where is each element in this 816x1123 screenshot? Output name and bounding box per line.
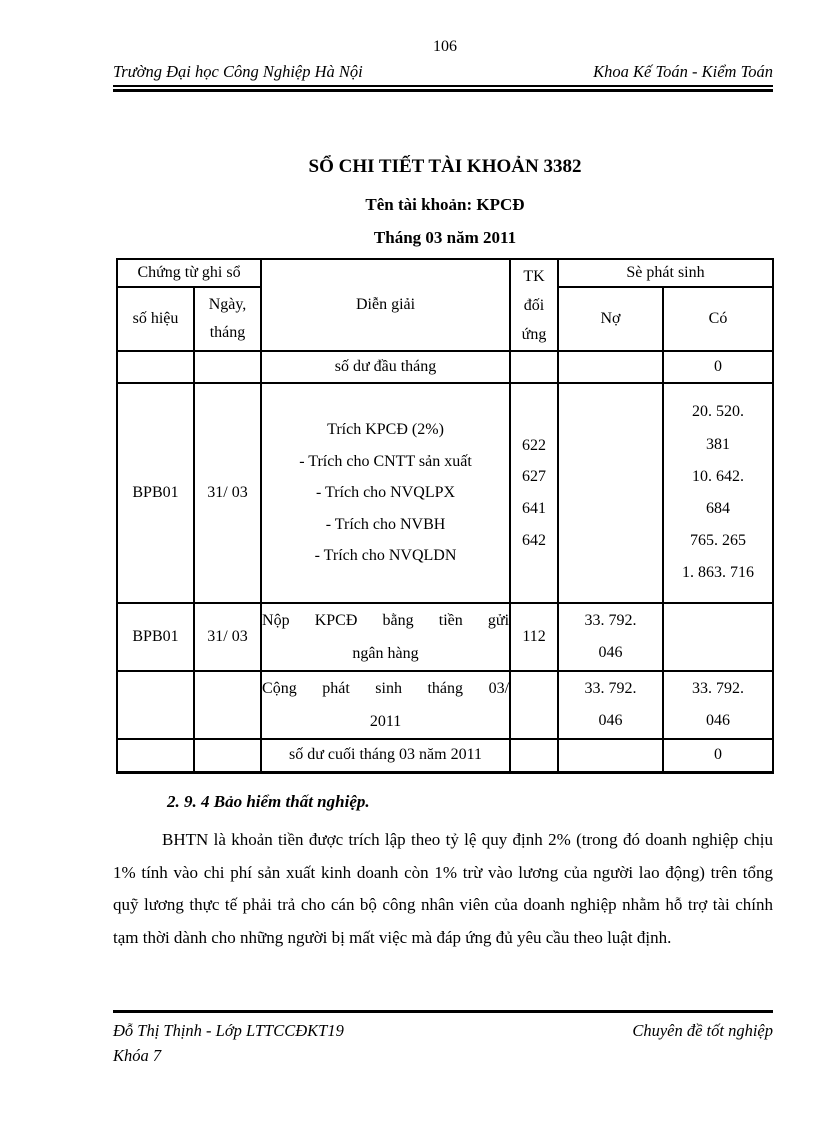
row-nop-kpcd: BPB01 31/ 03 Nộp KPCĐ bằng tiền gửi ngân… <box>116 602 775 672</box>
voucher-number: BPB01 <box>116 602 195 672</box>
total-description: Cộng phát sinh tháng 03/ 2011 <box>260 670 512 740</box>
nop-tk-account: 112 <box>509 602 560 672</box>
empty-cell <box>509 350 560 384</box>
empty-cell <box>192 738 263 773</box>
voucher-date: 31/ 03 <box>192 382 263 604</box>
row-opening-balance: số dư đầu tháng 0 <box>116 350 775 384</box>
empty-cell <box>116 350 195 384</box>
nop-description: Nộp KPCĐ bằng tiền gửi ngân hàng <box>260 602 512 672</box>
closing-co-amount: 0 <box>662 738 775 773</box>
empty-cell <box>557 350 665 384</box>
header-so-hieu: số hiệu <box>116 286 195 352</box>
title-block: SỔ CHI TIẾT TÀI KHOẢN 3382 Tên tài khoản… <box>117 155 773 250</box>
empty-cell <box>509 670 560 740</box>
trich-description: Trích KPCĐ (2%) - Trích cho CNTT sản xuấ… <box>260 382 512 604</box>
empty-cell <box>116 670 195 740</box>
empty-cell <box>116 738 195 773</box>
opening-desc: số dư đầu tháng <box>260 350 512 384</box>
header-rule <box>113 89 773 92</box>
closing-desc: số dư cuối tháng 03 năm 2011 <box>260 738 512 773</box>
page-number: 106 <box>433 38 457 55</box>
empty-cell <box>509 738 560 773</box>
header-ngay-thang: Ngày, tháng <box>192 286 263 352</box>
account-title: Tên tài khoản: KPCĐ <box>365 195 525 214</box>
empty-cell <box>192 670 263 740</box>
empty-cell <box>557 738 665 773</box>
document-title: SỔ CHI TIẾT TÀI KHOẢN 3382 <box>308 156 582 177</box>
voucher-number: BPB01 <box>116 382 195 604</box>
school-name: Trường Đại học Công Nghiệp Hà Nội <box>113 62 363 81</box>
header-no: Nợ <box>557 286 665 352</box>
trich-co-amounts: 20. 520. 381 10. 642. 684 765. 265 1. 86… <box>662 382 775 604</box>
voucher-date: 31/ 03 <box>192 602 263 672</box>
empty-cell <box>557 382 665 604</box>
row-trich-kpcd: BPB01 31/ 03 Trích KPCĐ (2%) - Trích cho… <box>116 382 775 604</box>
total-no-amount: 33. 792. 046 <box>557 670 665 740</box>
running-header: Trường Đại học Công Nghiệp Hà Nội Khoa K… <box>113 61 773 92</box>
row-total: Cộng phát sinh tháng 03/ 2011 33. 792. 0… <box>116 670 775 740</box>
header-chung-tu: Chứng từ ghi sổ <box>115 258 263 288</box>
ledger-table: Chứng từ ghi sổ Diễn giải TK đối ứng Sè … <box>115 258 775 774</box>
header-phat-sinh: Sè phát sinh <box>557 258 775 288</box>
section-heading: 2. 9. 4 Bảo hiểm thất nghiệp. <box>167 792 370 811</box>
trich-tk-accounts: 622 627 641 642 <box>509 382 560 604</box>
opening-co-amount: 0 <box>662 350 775 384</box>
row-closing-balance: số dư cuối tháng 03 năm 2011 0 <box>116 738 775 773</box>
footer-author-class: Đỗ Thị Thịnh - Lớp LTTCCĐKT19 <box>113 1021 344 1040</box>
header-co: Có <box>662 286 775 352</box>
period-title: Tháng 03 năm 2011 <box>373 228 517 247</box>
total-co-amount: 33. 792. 046 <box>662 670 775 740</box>
header-tk-doi-ung: TK đối ứng <box>509 258 560 352</box>
faculty-name: Khoa Kế Toán - Kiểm Toán <box>593 62 773 81</box>
footer-doc-type: Chuyên đề tốt nghiệp <box>632 1021 773 1040</box>
empty-cell <box>192 350 263 384</box>
nop-no-amount: 33. 792. 046 <box>557 602 665 672</box>
empty-cell <box>662 602 775 672</box>
running-footer: Đỗ Thị Thịnh - Lớp LTTCCĐKT19 Khóa 7 Chu… <box>113 1010 773 1068</box>
header-dien-giai: Diễn giải <box>260 258 512 352</box>
footer-cohort: Khóa 7 <box>113 1046 162 1065</box>
body-paragraph: BHTN là khoản tiền được trích lập theo t… <box>113 830 773 947</box>
